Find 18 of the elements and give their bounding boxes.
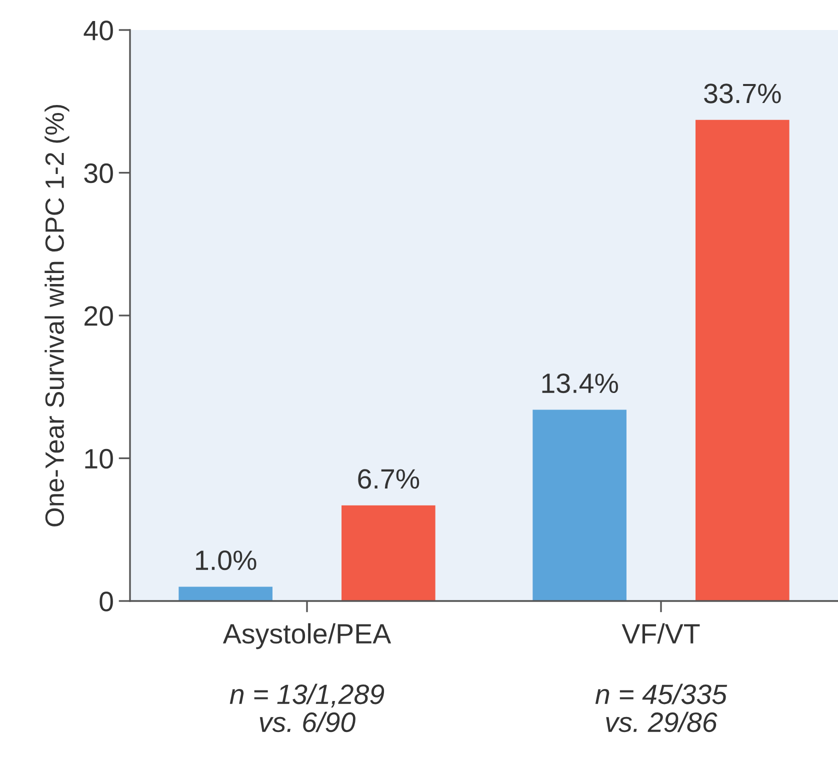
y-tick-label: 40 <box>84 20 113 40</box>
x-tick-label: VF/VT <box>622 623 700 644</box>
y-axis-title: One-Year Survival with CPC 1-2 (%) <box>44 104 70 526</box>
bar <box>532 410 626 601</box>
data-label: 13.4% <box>542 373 618 394</box>
y-tick-label: 30 <box>84 163 113 184</box>
y-tick-label: 10 <box>85 448 113 469</box>
bar <box>696 120 790 601</box>
y-tick-label: 20 <box>84 306 113 326</box>
bar <box>178 586 272 601</box>
text: n = 13/1,289 vs. 6/90 <box>230 684 384 732</box>
y-tick-label: 0 <box>100 592 113 612</box>
x-tick-label: Asystole/PEA <box>222 623 392 650</box>
text: n = 45/335 vs. 29/86 <box>595 684 728 732</box>
data-label: 1.0% <box>196 550 256 570</box>
data-label: 33.7% <box>704 84 781 104</box>
data-label: 6.7% <box>358 469 420 489</box>
bar <box>342 505 436 601</box>
